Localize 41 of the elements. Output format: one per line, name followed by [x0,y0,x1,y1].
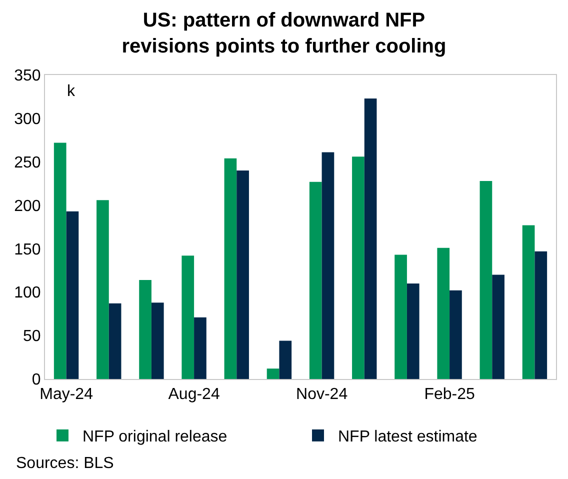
bar [522,225,535,379]
bar [182,256,194,379]
legend-label: NFP latest estimate [338,428,478,446]
bar [108,303,122,379]
y-tick-label: 350 [14,68,41,85]
bar [364,98,377,379]
chart-title: US: pattern of downward NFP revisions points to further cooling [122,9,446,58]
x-tick-label: May-24 [40,386,94,404]
bar [151,302,164,379]
legend-label: NFP original release [82,428,228,446]
bar [406,283,420,379]
source-note: Sources: BLS [16,455,114,472]
bar [450,290,462,379]
bar [309,182,322,379]
bar [236,170,249,379]
bar [394,254,407,379]
bar [139,280,152,379]
bar [322,152,334,379]
bar [96,200,109,379]
bar [66,211,79,379]
y-tick-label: 100 [14,284,41,302]
bar [266,368,280,379]
bar [224,158,237,379]
y-tick-label: 50 [23,328,41,346]
bar [194,317,206,379]
annotation: k [67,83,76,100]
x-tick-label: Aug-24 [168,386,220,404]
y-tick-label: 200 [14,198,41,215]
bar [492,274,504,379]
x-tick-label: Nov-24 [296,386,348,404]
bar [352,156,364,379]
y-tick-label: 300 [14,111,41,128]
y-tick-label: 150 [14,241,41,258]
y-tick-label: 250 [14,154,41,172]
bar [534,251,548,379]
x-tick-label: Feb-25 [424,386,475,404]
bar [54,142,66,379]
bar [480,180,492,379]
bar [279,340,292,379]
y-tick-label: 0 [32,372,41,389]
bar [437,248,450,379]
